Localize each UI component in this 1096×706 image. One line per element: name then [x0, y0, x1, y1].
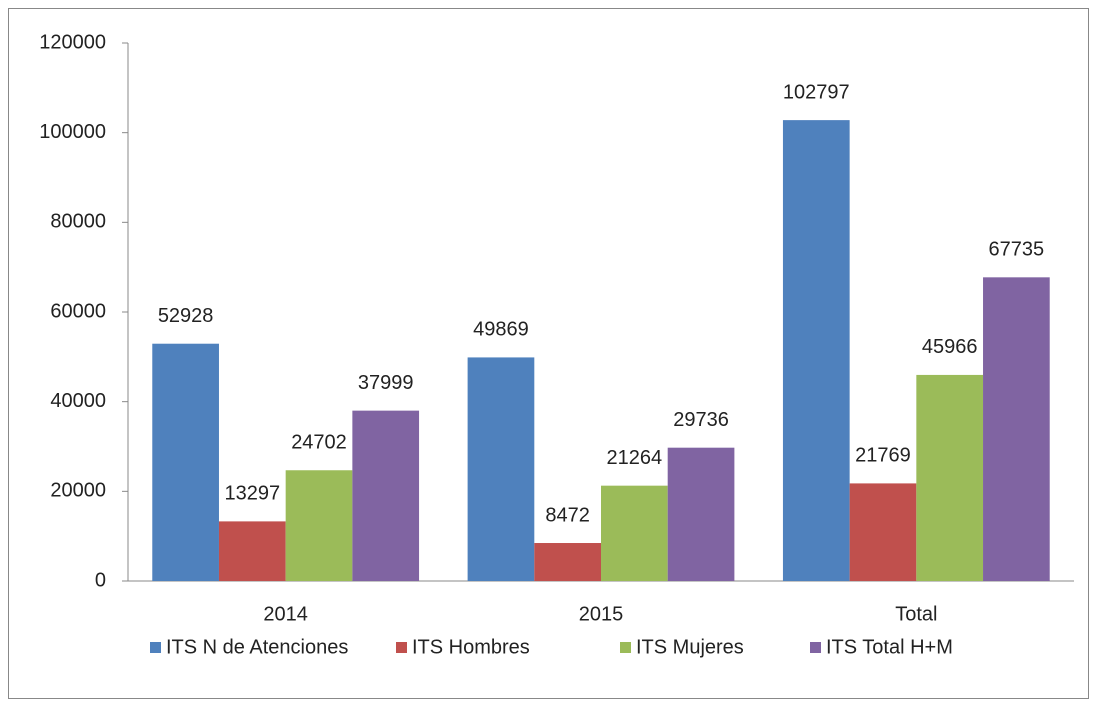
legend-label: ITS Total H+M: [826, 636, 953, 658]
data-label: 49869: [473, 319, 529, 341]
legend-swatch: [150, 642, 161, 653]
data-label: 24702: [291, 432, 347, 454]
bar: [534, 543, 601, 581]
data-label: 21769: [855, 445, 911, 467]
bar: [285, 470, 353, 581]
legend-swatch: [810, 642, 821, 653]
x-tick-label: 2014: [263, 603, 308, 625]
data-label: 29736: [673, 409, 729, 431]
y-tick-label: 0: [95, 569, 106, 591]
data-label: 13297: [225, 483, 281, 505]
y-tick-label: 100000: [39, 121, 106, 143]
data-label: 37999: [358, 372, 414, 394]
legend-swatch: [396, 642, 407, 653]
data-label: 8472: [545, 504, 590, 526]
bar: [916, 374, 984, 581]
bar: [467, 357, 535, 581]
y-tick-label: 20000: [50, 480, 106, 502]
data-label: 67735: [989, 239, 1045, 261]
bar: [152, 343, 219, 581]
bar: [218, 521, 286, 581]
y-tick-label: 80000: [50, 211, 106, 233]
data-label: 21264: [607, 447, 663, 469]
bar: [782, 120, 850, 582]
legend-swatch: [620, 642, 631, 653]
bar: [601, 485, 668, 581]
legend-label: ITS Mujeres: [636, 636, 744, 658]
y-tick-label: 120000: [39, 31, 106, 53]
bar: [352, 410, 420, 581]
data-label: 52928: [158, 305, 214, 327]
y-tick-label: 40000: [50, 390, 106, 412]
data-label: 45966: [922, 336, 978, 358]
bar: [667, 447, 735, 581]
legend-label: ITS Hombres: [412, 636, 530, 658]
data-label: 102797: [783, 81, 850, 103]
bar: [849, 483, 917, 581]
legend-label: ITS N de Atenciones: [166, 636, 348, 658]
x-tick-label: 2015: [579, 603, 624, 625]
y-tick-label: 60000: [50, 300, 106, 322]
x-tick-label: Total: [895, 603, 937, 625]
bar: [983, 277, 1050, 581]
